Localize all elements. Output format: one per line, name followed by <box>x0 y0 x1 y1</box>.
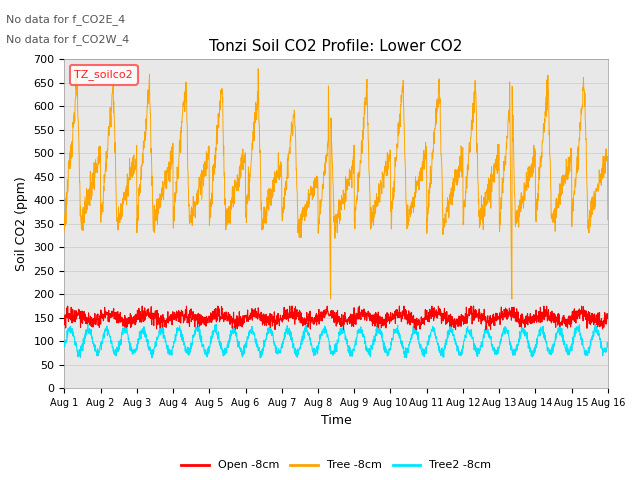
Y-axis label: Soil CO2 (ppm): Soil CO2 (ppm) <box>15 177 28 271</box>
Text: No data for f_CO2W_4: No data for f_CO2W_4 <box>6 34 130 45</box>
X-axis label: Time: Time <box>321 414 351 427</box>
Title: Tonzi Soil CO2 Profile: Lower CO2: Tonzi Soil CO2 Profile: Lower CO2 <box>209 39 463 54</box>
Legend: Open -8cm, Tree -8cm, Tree2 -8cm: Open -8cm, Tree -8cm, Tree2 -8cm <box>177 456 496 475</box>
Text: No data for f_CO2E_4: No data for f_CO2E_4 <box>6 14 125 25</box>
